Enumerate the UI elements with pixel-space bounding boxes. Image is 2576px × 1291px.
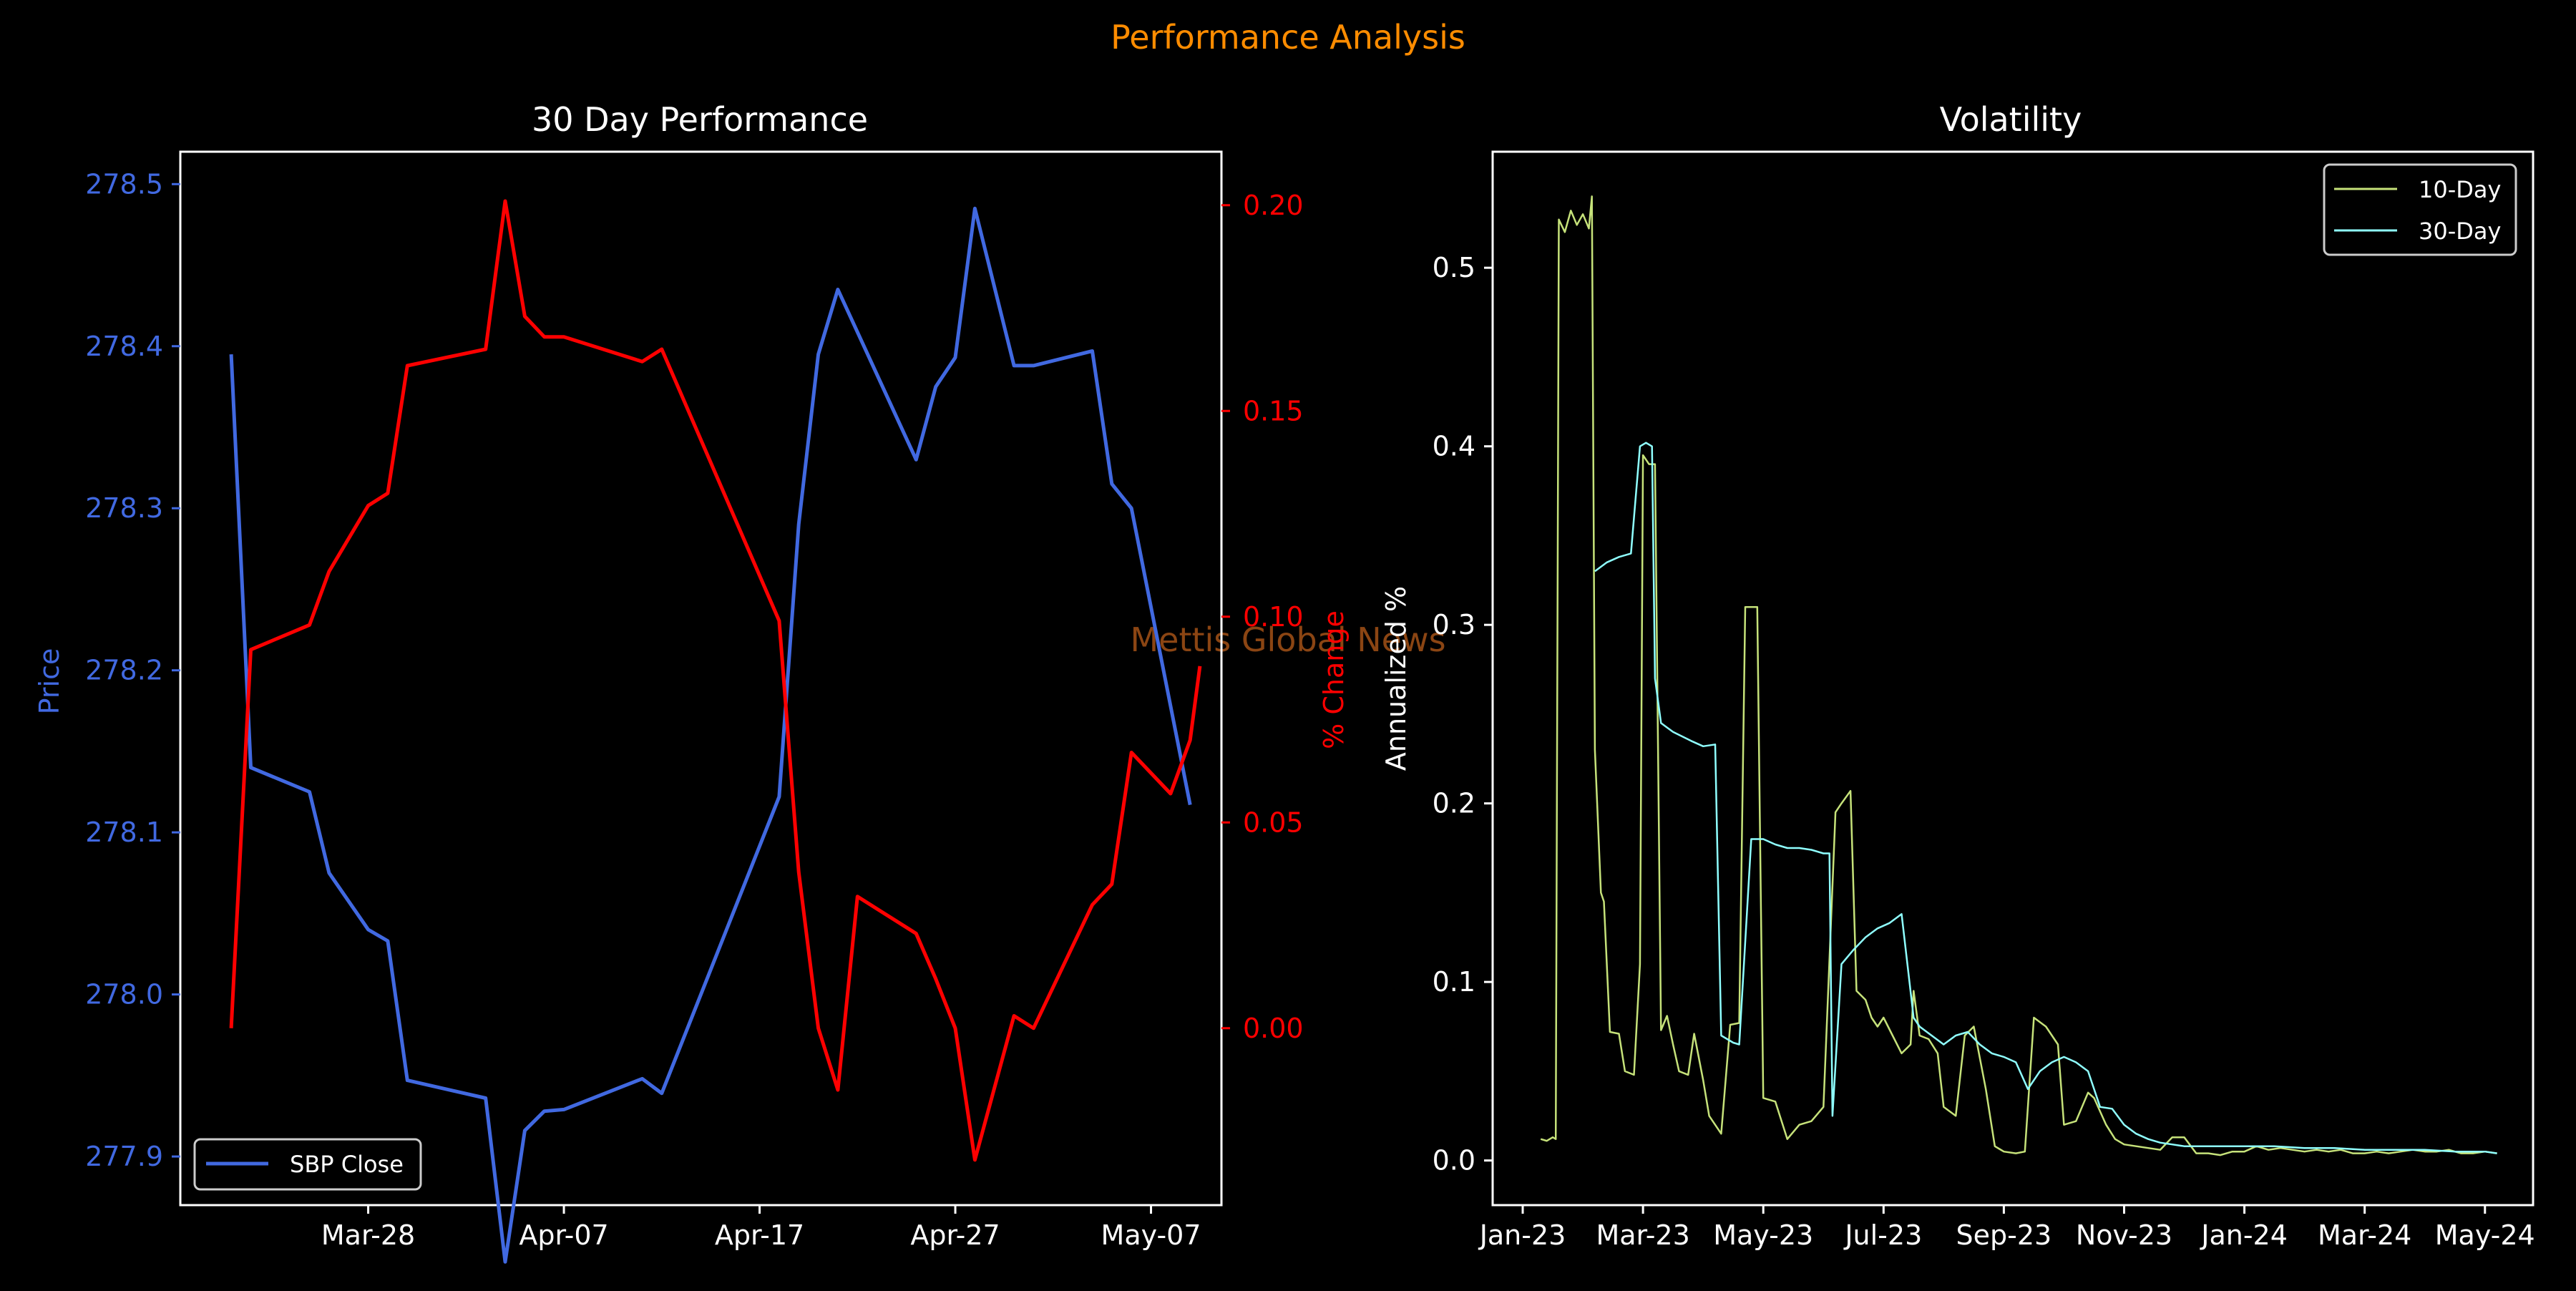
chart-2-y-tick-label: 0.4 bbox=[1433, 431, 1475, 462]
chart-1-y-tick-label: 278.3 bbox=[85, 492, 163, 524]
chart-volatility: Volatility Annualized % Jan-23 Mar-23 May-… bbox=[1380, 100, 2535, 1251]
chart-1-x-tick-label: May-07 bbox=[1101, 1219, 1201, 1251]
chart-2-y-tick-label: 0.0 bbox=[1433, 1145, 1475, 1176]
series-30-day-line bbox=[1594, 442, 2497, 1154]
legend-30-day-label: 30-Day bbox=[2419, 218, 2501, 245]
chart-2-x-tick-label: Jan-23 bbox=[1478, 1219, 1566, 1251]
chart-2-x-tick-label: Nov-23 bbox=[2076, 1219, 2172, 1251]
chart-1-title: 30 Day Performance bbox=[532, 100, 868, 139]
chart-1-legend-box bbox=[193, 1138, 422, 1191]
chart-2-x-tick-label: Mar-24 bbox=[2318, 1219, 2411, 1251]
chart-2-y-tick-label: 0.2 bbox=[1433, 788, 1475, 819]
watermark: Mettis Global News bbox=[1130, 620, 1445, 659]
series-pct-change-line bbox=[229, 199, 1202, 1162]
series-10-day-line bbox=[1540, 195, 2497, 1156]
chart-2-title: Volatility bbox=[1940, 100, 2082, 139]
chart-2-y-tick-label: 0.1 bbox=[1433, 966, 1475, 998]
chart-2-x-tick-label: Sep-23 bbox=[1956, 1219, 2052, 1251]
chart-2-legend-box bbox=[2323, 163, 2517, 256]
chart-1-plot-area bbox=[179, 150, 1223, 1207]
chart-1-x-tick-label: Apr-27 bbox=[910, 1219, 1000, 1251]
chart-1-y-right-tick-label: 0.00 bbox=[1243, 1013, 1304, 1044]
chart-1-y-right-tick-label: 0.15 bbox=[1243, 395, 1304, 427]
chart-1-x-tick-label: Apr-17 bbox=[715, 1219, 804, 1251]
chart-1-legend: SBP Close bbox=[193, 1138, 422, 1191]
chart-1-y-right-tick-label: 0.05 bbox=[1243, 807, 1304, 838]
chart-1-y-tick-label: 278.4 bbox=[85, 331, 163, 362]
chart-1-x-tick-label: Apr-07 bbox=[519, 1219, 608, 1251]
chart-1-ylabel-right: % Change bbox=[1318, 610, 1350, 749]
chart-2-plot-area bbox=[1491, 150, 2534, 1207]
chart-2-x-tick-label: Jan-24 bbox=[2200, 1219, 2288, 1251]
chart-2-x-tick-label: May-24 bbox=[2435, 1219, 2535, 1251]
figure-title: Performance Analysis bbox=[1111, 18, 1465, 57]
chart-1-x-tick-label: Mar-28 bbox=[321, 1219, 415, 1251]
chart-2-legend: 10-Day 30-Day bbox=[2323, 163, 2517, 256]
chart-1-y-right-tick-label: 0.10 bbox=[1243, 601, 1304, 633]
legend-10-day-label: 10-Day bbox=[2419, 176, 2501, 203]
chart-30-day-performance: 30 Day Performance Price % Change Mar-28… bbox=[34, 100, 1350, 1264]
chart-1-y-right-tick-label: 0.20 bbox=[1243, 190, 1304, 221]
chart-1-y-tick-label: 278.2 bbox=[85, 655, 163, 686]
legend-sbp-close-label: SBP Close bbox=[290, 1151, 404, 1178]
chart-2-ylabel: Annualized % bbox=[1380, 586, 1412, 771]
chart-2-x-tick-label: Mar-23 bbox=[1596, 1219, 1689, 1251]
chart-1-y-tick-label: 278.5 bbox=[85, 168, 163, 200]
chart-1-y-tick-label: 278.0 bbox=[85, 979, 163, 1010]
chart-1-ylabel: Price bbox=[34, 648, 65, 715]
chart-2-x-tick-label: May-23 bbox=[1713, 1219, 1813, 1251]
chart-1-y-tick-label: 278.1 bbox=[85, 817, 163, 848]
chart-2-y-tick-label: 0.3 bbox=[1433, 609, 1475, 640]
chart-1-y-tick-label: 277.9 bbox=[85, 1141, 163, 1172]
chart-2-y-tick-label: 0.5 bbox=[1433, 252, 1475, 283]
chart-2-x-tick-label: Jul-23 bbox=[1843, 1219, 1922, 1251]
series-sbp-close-line bbox=[229, 206, 1192, 1264]
